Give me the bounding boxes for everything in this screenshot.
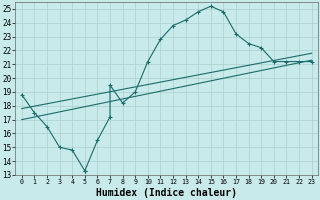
X-axis label: Humidex (Indice chaleur): Humidex (Indice chaleur): [96, 188, 237, 198]
